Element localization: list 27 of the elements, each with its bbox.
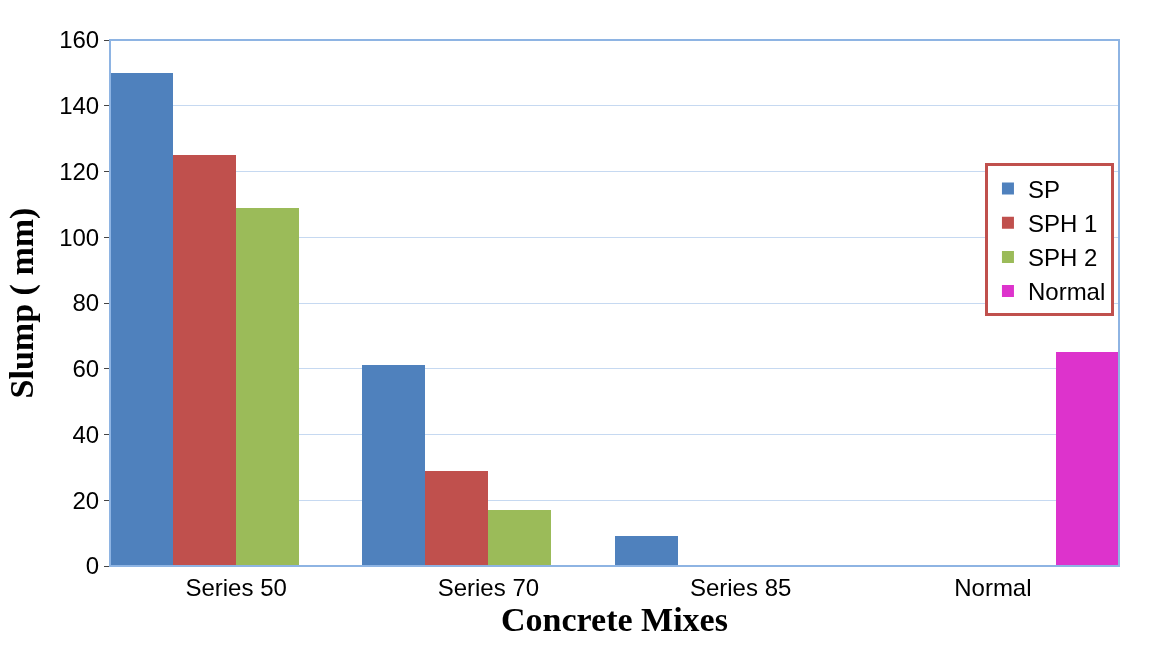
y-tick-label: 100 [59, 223, 100, 251]
y-tick-label: 80 [72, 289, 100, 317]
bar [110, 73, 173, 566]
y-tick-label: 140 [59, 92, 100, 120]
bar [1056, 352, 1119, 566]
legend-label: SP [1027, 175, 1060, 203]
x-tick-label: Normal [954, 573, 1032, 601]
y-tick-label: 40 [72, 420, 100, 448]
legend-label: Normal [1027, 278, 1106, 306]
bar [615, 536, 678, 566]
y-tick-label: 20 [72, 486, 100, 514]
legend-label: SPH 1 [1027, 210, 1098, 238]
x-axis-title: Concrete Mixes [501, 600, 728, 638]
y-tick-label: 0 [85, 552, 100, 580]
x-tick-label: Series 85 [689, 573, 792, 601]
x-tick-label: Series 70 [437, 573, 540, 601]
x-tick-label: Series 50 [185, 573, 287, 601]
bar [236, 208, 299, 566]
bar [362, 365, 425, 566]
bar [488, 510, 551, 566]
y-axis-title: Slump ( mm) [2, 207, 41, 399]
legend-label: SPH 2 [1027, 244, 1098, 272]
y-tick-label: 120 [59, 157, 100, 185]
y-tick-label: 60 [72, 355, 100, 383]
y-tick-label: 160 [59, 26, 100, 54]
bar [425, 471, 488, 566]
bar [173, 155, 236, 566]
